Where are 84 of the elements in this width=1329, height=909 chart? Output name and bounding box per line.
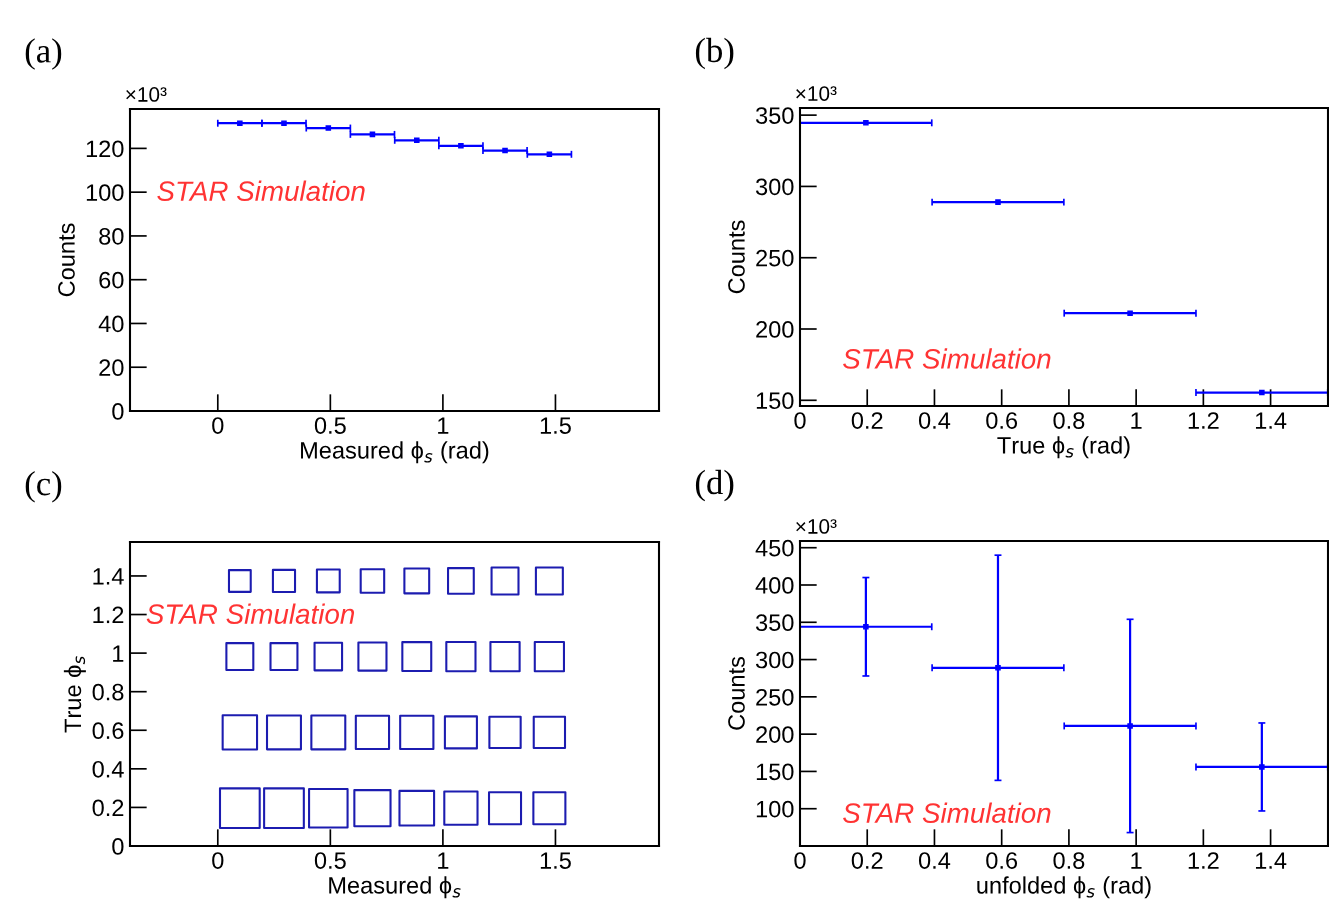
y-tick-label: 400 (755, 577, 794, 594)
y-tick-label: 40 (98, 315, 124, 333)
x-tick-label: 0.4 (918, 412, 951, 429)
x-tick-label: 0.2 (851, 412, 883, 429)
x-tick-label: 1.4 (1255, 852, 1287, 869)
x-axis-title: True ϕ$_{s}$ (rad) (997, 436, 1130, 459)
text: ×10³ (796, 519, 837, 534)
x-tick-label: 0.8 (1053, 852, 1085, 869)
y-tick-label: 100 (756, 800, 794, 818)
y-tick-label: 60 (99, 271, 124, 289)
y-tick-label: 0.2 (92, 799, 124, 817)
point (281, 120, 287, 127)
point (1259, 389, 1265, 396)
x-tick-label: 0.5 (314, 417, 346, 434)
x-tick-label: 1 (1131, 852, 1142, 869)
point (995, 664, 1001, 671)
y-tick-label: 0.8 (92, 683, 124, 701)
y-axis-title: Counts (728, 656, 745, 730)
y-tick-label: 120 (86, 140, 124, 158)
chart-title: (a) (25, 38, 62, 70)
y-tick-label: 200 (756, 726, 794, 743)
y-tick-label: 20 (99, 359, 124, 377)
point (237, 120, 243, 127)
y-axis-title: Counts (58, 223, 75, 297)
y-tick-label: 350 (755, 107, 794, 124)
chart-title: (c) (25, 470, 62, 503)
x-tick-label: 1 (438, 417, 449, 434)
y-tick-label: 250 (756, 249, 794, 267)
y-tick-label: 200 (756, 321, 794, 338)
x-axis-title: unfolded ϕ$_{s}$ (rad) (977, 876, 1151, 899)
x-tick-label: 0 (794, 412, 806, 429)
point (863, 623, 869, 630)
annotation: STAR Simulation (843, 348, 1051, 369)
x-tick-label: 1.2 (1188, 412, 1219, 429)
y-tick-label: 0.4 (92, 760, 124, 778)
text: ×10³ (796, 86, 837, 101)
y-tick-label: 150 (756, 392, 794, 410)
chart-title: (d) (695, 469, 734, 502)
x-tick-label: 0 (212, 852, 224, 869)
x-tick-label: 0.2 (851, 852, 883, 869)
text: ×10³ (126, 87, 167, 102)
y-axis-title: True ϕ$_{s}$ (63, 656, 86, 733)
y-tick-label: 1 (113, 645, 124, 662)
point (414, 137, 420, 144)
x-tick-label: 1 (438, 852, 449, 869)
annotation: STAR Simulation (146, 603, 355, 624)
x-tick-label: 1.4 (1255, 412, 1287, 429)
y-tick-label: 350 (755, 614, 794, 632)
x-tick-label: 0.6 (986, 412, 1018, 429)
x-tick-label: 1 (1131, 412, 1142, 429)
y-tick-label: 150 (756, 763, 794, 781)
x-tick-label: 0.4 (918, 852, 951, 869)
x-tick-label: 1.5 (540, 852, 571, 869)
x-tick-label: 0.8 (1053, 412, 1085, 429)
y-tick-label: 250 (756, 688, 794, 706)
y-tick-label: 300 (755, 178, 794, 196)
point (863, 120, 869, 126)
y-tick-label: 80 (99, 228, 124, 245)
y-axis-title: Counts (728, 220, 745, 294)
y-tick-label: 300 (755, 651, 794, 669)
x-tick-label: 1.5 (540, 417, 571, 434)
annotation: STAR Simulation (157, 180, 365, 202)
x-axis-title: Measured ϕ$_{s}$ (rad) (301, 441, 489, 464)
y-tick-label: 1.4 (93, 568, 124, 585)
y-tick-label: 0.6 (92, 722, 124, 740)
point (325, 125, 332, 131)
x-tick-label: 0.5 (314, 852, 346, 869)
y-tick-label: 450 (755, 539, 794, 557)
point (1127, 723, 1133, 729)
point (995, 199, 1001, 205)
x-axis-title: Measured ϕ$_{s}$ (329, 876, 461, 899)
x-tick-label: 0.6 (986, 852, 1018, 869)
point (458, 142, 464, 149)
y-tick-label: 100 (86, 184, 124, 201)
y-tick-label: 1.2 (93, 606, 124, 624)
x-tick-label: 1.2 (1188, 852, 1219, 869)
point (1127, 310, 1133, 316)
chart-title: (b) (695, 37, 734, 70)
x-tick-label: 0 (794, 852, 806, 869)
point (1259, 764, 1265, 770)
x-tick-label: 0 (212, 417, 224, 434)
point (502, 147, 508, 154)
y-tick-label: 0 (112, 838, 124, 855)
annotation: STAR Simulation (843, 802, 1051, 823)
